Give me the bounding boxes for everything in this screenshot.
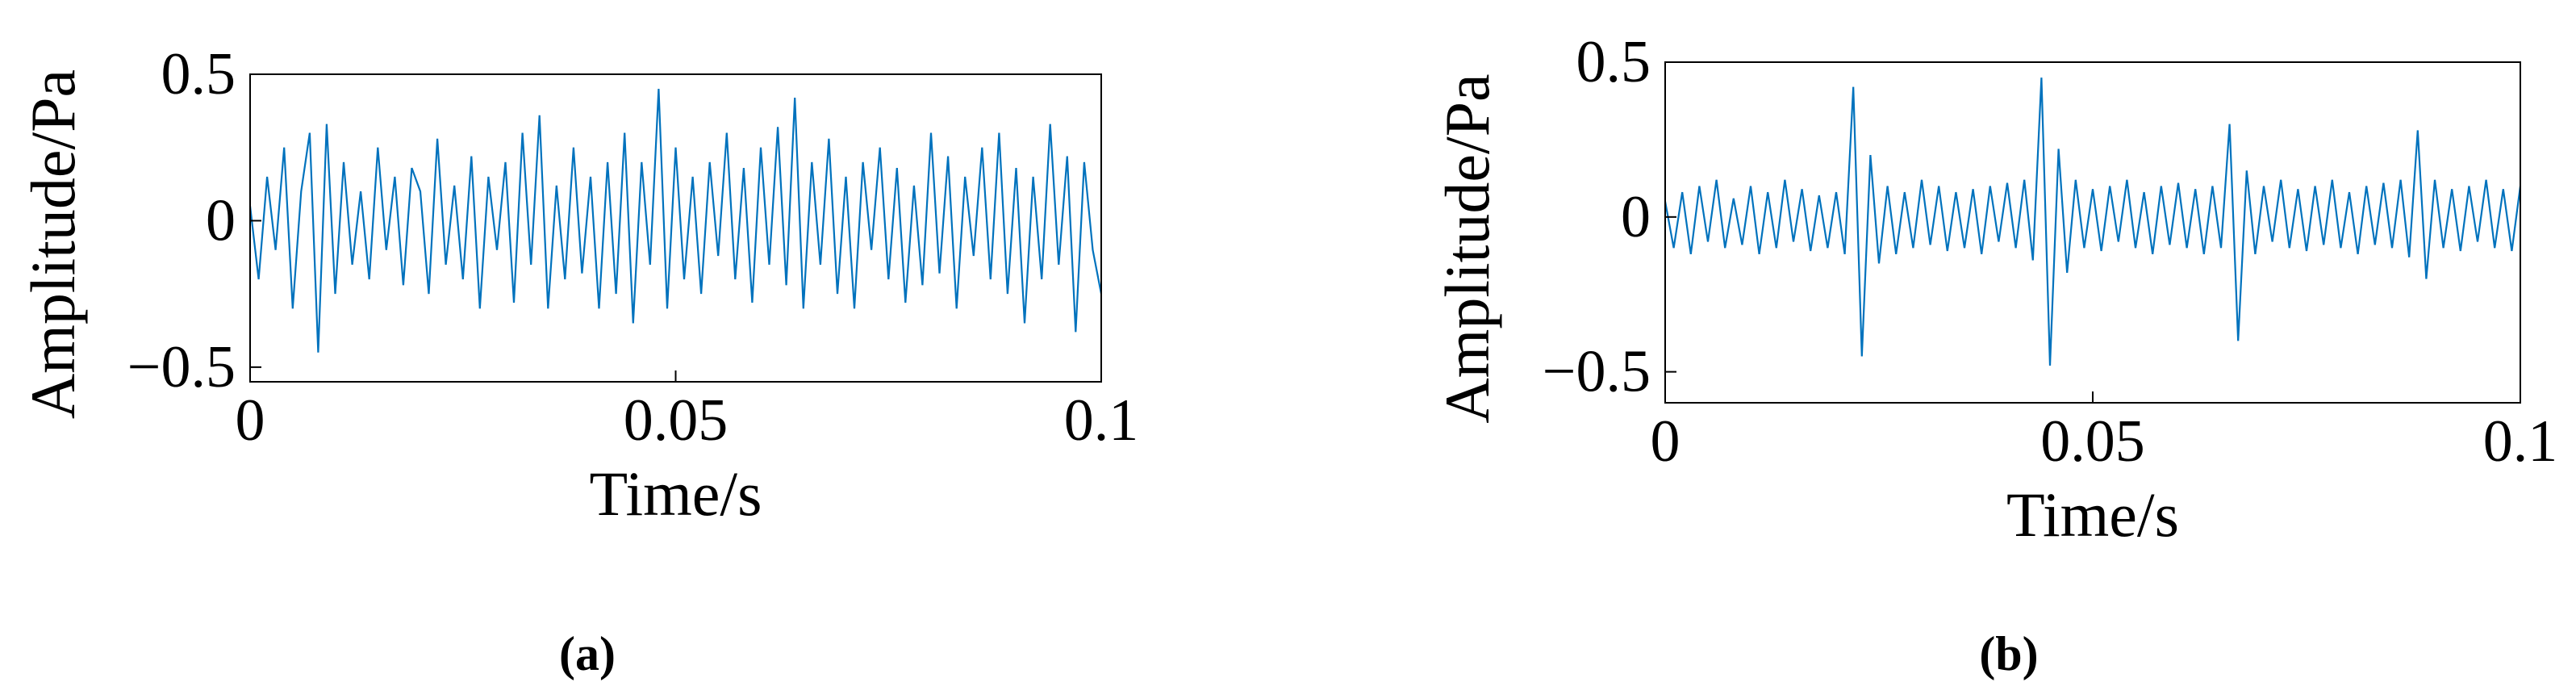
y-tick-label: 0 [1621, 184, 1651, 250]
y-tick-label: 0.5 [1576, 29, 1651, 95]
plot-frame [1664, 61, 2521, 404]
y-tick-label: 0 [206, 187, 236, 253]
x-tick-label: 0.05 [624, 387, 729, 454]
y-axis-label: Amplitude/Pa [18, 69, 88, 419]
x-tick-label: 0.05 [2040, 408, 2145, 475]
caption: (a) [559, 627, 616, 680]
caption: (b) [1979, 627, 2038, 680]
x-axis-label: Time/s [590, 458, 762, 529]
x-axis-label: Time/s [2006, 479, 2179, 550]
x-tick-label: 0 [1651, 408, 1680, 475]
signal-line [1664, 77, 2522, 366]
x-tick-label: 0 [236, 387, 265, 454]
y-axis-label: Amplitude/Pa [1432, 73, 1502, 423]
y-tick-label: −0.5 [127, 334, 236, 400]
y-tick-label: −0.5 [1543, 339, 1651, 405]
plot-frame [249, 73, 1102, 383]
y-tick-label: 0.5 [161, 41, 236, 107]
x-tick-label: 0.1 [2483, 408, 2558, 475]
signal-line [248, 89, 1103, 353]
x-tick-label: 0.1 [1064, 387, 1139, 454]
